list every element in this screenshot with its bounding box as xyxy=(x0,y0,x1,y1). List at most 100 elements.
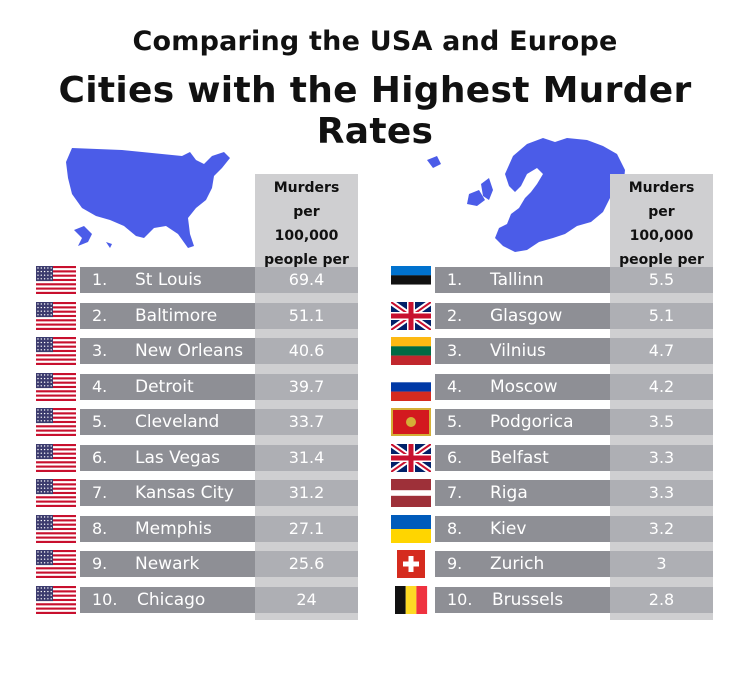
usa-rank-label: 3. xyxy=(92,341,108,360)
usa-city-label: Memphis xyxy=(135,518,212,539)
usa-row-2: 2. Baltimore 51.1 xyxy=(0,301,360,330)
europe-value-label: 4.7 xyxy=(648,341,675,360)
lithuania-flag-icon xyxy=(391,337,431,365)
usa-value-label: 25.6 xyxy=(288,554,325,573)
latvia-flag-icon xyxy=(391,479,431,507)
usa-value-label: 31.2 xyxy=(288,483,325,502)
europe-row-bar xyxy=(435,267,610,293)
europe-row-9: 9. Zurich 3 xyxy=(355,550,715,578)
europe-value-label: 3.5 xyxy=(648,412,675,431)
us-flag-icon xyxy=(36,550,76,579)
uk-flag-icon xyxy=(389,441,433,474)
estonia-flag-icon xyxy=(391,266,431,294)
usa-value-cell xyxy=(255,409,358,435)
usa-row-bar xyxy=(80,551,255,577)
europe-value-cell xyxy=(610,515,713,542)
europe-rank-label: 2. xyxy=(447,305,463,325)
usa-city-label: Las Vegas xyxy=(135,447,220,468)
europe-map-icon xyxy=(427,138,625,252)
usa-value-label: 24 xyxy=(296,589,317,609)
europe-city-label: Moscow xyxy=(490,376,558,397)
europe-value-label: 2.8 xyxy=(648,589,675,609)
us-flag-icon xyxy=(36,266,76,295)
europe-row-6: 6. Belfast 3.3 xyxy=(355,441,715,474)
usa-value-cell xyxy=(255,302,358,329)
europe-city-label: Zurich xyxy=(490,554,545,574)
europe-row-2: 2. Glasgow 5.1 xyxy=(355,299,715,332)
us-flag-icon xyxy=(36,514,76,543)
usa-map-icon xyxy=(66,148,230,248)
us-flag-icon xyxy=(36,372,76,401)
usa-city-label: Cleveland xyxy=(135,412,220,432)
europe-row-8: 8. Kiev 3.2 xyxy=(355,514,715,543)
usa-row-10: 10. Chicago 24 xyxy=(0,585,360,614)
us-flag-icon xyxy=(36,337,76,366)
usa-value-label: 69.4 xyxy=(288,270,325,289)
us-flag-icon xyxy=(36,301,76,330)
usa-value-cell xyxy=(255,480,358,506)
usa-value-cell xyxy=(255,444,358,471)
usa-row-8: 8. Memphis 27.1 xyxy=(0,514,360,543)
usa-row-4: 4. Detroit 39.7 xyxy=(0,372,360,401)
usa-city-label: Kansas City xyxy=(135,483,234,503)
usa-rank-label: 10. xyxy=(92,589,118,609)
usa-rank-label: 2. xyxy=(92,305,108,325)
europe-rank-label: 3. xyxy=(447,341,463,360)
europe-value-cell xyxy=(610,302,713,329)
usa-value-cell xyxy=(255,586,358,613)
usa-value-cell xyxy=(255,338,358,364)
chart-title: Comparing the USA and Europe xyxy=(132,26,618,57)
europe-value-cell xyxy=(610,586,713,613)
us-flag-icon xyxy=(36,408,76,437)
usa-city-label: Detroit xyxy=(135,376,194,397)
switzerland-flag-icon xyxy=(391,550,431,578)
europe-value-label: 5.5 xyxy=(648,270,675,289)
europe-rank-label: 4. xyxy=(447,376,463,396)
europe-city-label: Riga xyxy=(490,483,528,503)
usa-rank-label: 5. xyxy=(92,412,108,431)
europe-value-cell xyxy=(610,409,713,435)
usa-row-9: 9. Newark 25.6 xyxy=(0,550,360,579)
europe-value-label: 4.2 xyxy=(648,376,675,396)
usa-value-cell xyxy=(255,373,358,400)
usa-row-bar xyxy=(80,373,255,400)
usa-panel: Murders per 100,000 people per year 1.St… xyxy=(0,0,360,674)
europe-city-label: Tallinn xyxy=(490,270,544,290)
usa-value-label: 27.1 xyxy=(288,518,325,538)
europe-rank-label: 9. xyxy=(447,554,463,573)
usa-rank-label: 7. xyxy=(92,483,108,502)
usa-value-label: 39.7 xyxy=(288,376,325,396)
usa-row-1: 1. St Louis 69.4 xyxy=(0,266,360,295)
europe-value-label: 3.3 xyxy=(648,447,675,467)
usa-city-label: New Orleans xyxy=(135,341,244,361)
usa-value-cell xyxy=(255,515,358,542)
usa-row-bar xyxy=(80,444,255,471)
usa-value-cell xyxy=(255,267,358,293)
europe-row-bar xyxy=(435,515,610,542)
europe-rank-label: 1. xyxy=(447,270,463,289)
europe-row-bar xyxy=(435,586,610,613)
europe-value-cell xyxy=(610,267,713,293)
europe-rank-label: 8. xyxy=(447,518,463,538)
usa-row-bar xyxy=(80,586,255,613)
usa-rank-label: 8. xyxy=(92,518,108,538)
usa-row-bar xyxy=(80,409,255,435)
us-flag-icon xyxy=(36,443,76,472)
belgium-flag-icon xyxy=(391,585,431,614)
usa-value-label: 40.6 xyxy=(288,341,325,360)
europe-row-bar xyxy=(435,302,610,329)
usa-row-bar xyxy=(80,338,255,364)
europe-panel: Murders per 100,000 people per year 1.Ta… xyxy=(355,0,715,674)
usa-row-bar xyxy=(80,515,255,542)
us-flag-icon xyxy=(36,479,76,508)
europe-value-label: 3.3 xyxy=(648,483,675,502)
usa-rank-label: 1. xyxy=(92,270,108,289)
europe-value-label: 3.2 xyxy=(648,518,675,538)
usa-value-label: 33.7 xyxy=(288,412,325,431)
europe-row-bar xyxy=(435,409,610,435)
europe-row-4: 4. Moscow 4.2 xyxy=(355,372,715,401)
europe-rank-label: 5. xyxy=(447,412,463,431)
europe-rank-label: 10. xyxy=(447,589,473,609)
usa-city-label: Baltimore xyxy=(135,305,218,326)
europe-rank-label: 7. xyxy=(447,483,463,502)
